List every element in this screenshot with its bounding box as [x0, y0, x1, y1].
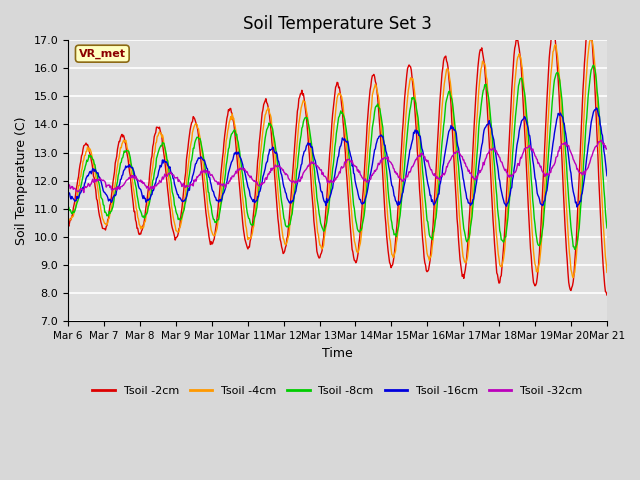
Tsoil -16cm [403, 167, 411, 172]
Tsoil -16cm [74, 195, 82, 201]
Tsoil -16cm [573, 204, 580, 210]
Tsoil -8cm [589, 62, 597, 68]
Tsoil -32cm [64, 180, 72, 186]
Tsoil -2cm [129, 201, 137, 207]
Tsoil -8cm [64, 203, 72, 209]
Tsoil -2cm [74, 177, 82, 183]
Tsoil -16cm [64, 190, 72, 195]
Line: Tsoil -2cm: Tsoil -2cm [68, 23, 607, 295]
Title: Soil Temperature Set 3: Soil Temperature Set 3 [243, 15, 432, 33]
X-axis label: Time: Time [322, 347, 353, 360]
Tsoil -2cm [584, 20, 592, 26]
Tsoil -8cm [403, 136, 411, 142]
Line: Tsoil -4cm: Tsoil -4cm [68, 39, 607, 277]
Tsoil -16cm [129, 167, 137, 172]
Tsoil -8cm [212, 220, 220, 226]
Tsoil -16cm [212, 198, 220, 204]
Tsoil -32cm [404, 174, 412, 180]
Tsoil -8cm [571, 247, 579, 252]
Tsoil -2cm [419, 236, 426, 241]
Tsoil -4cm [64, 216, 72, 221]
Line: Tsoil -32cm: Tsoil -32cm [68, 140, 607, 192]
Tsoil -4cm [419, 199, 426, 205]
Tsoil -32cm [213, 180, 221, 185]
Legend: Tsoil -2cm, Tsoil -4cm, Tsoil -8cm, Tsoil -16cm, Tsoil -32cm: Tsoil -2cm, Tsoil -4cm, Tsoil -8cm, Tsoi… [88, 381, 587, 400]
Tsoil -32cm [419, 153, 427, 158]
Line: Tsoil -16cm: Tsoil -16cm [68, 108, 607, 207]
Tsoil -8cm [603, 225, 611, 231]
Tsoil -16cm [593, 105, 600, 111]
Tsoil -4cm [184, 166, 192, 171]
Tsoil -2cm [403, 72, 411, 78]
Tsoil -4cm [588, 36, 595, 42]
Tsoil -4cm [570, 275, 577, 280]
Line: Tsoil -8cm: Tsoil -8cm [68, 65, 607, 250]
Tsoil -8cm [419, 168, 426, 174]
Tsoil -16cm [603, 173, 611, 179]
Tsoil -2cm [184, 145, 192, 151]
Text: VR_met: VR_met [79, 48, 126, 59]
Tsoil -8cm [74, 198, 82, 204]
Tsoil -4cm [129, 185, 137, 191]
Y-axis label: Soil Temperature (C): Soil Temperature (C) [15, 117, 28, 245]
Tsoil -2cm [603, 292, 611, 298]
Tsoil -32cm [597, 137, 605, 143]
Tsoil -16cm [184, 188, 192, 193]
Tsoil -32cm [603, 146, 611, 152]
Tsoil -4cm [74, 189, 82, 194]
Tsoil -8cm [129, 170, 137, 176]
Tsoil -32cm [80, 190, 88, 195]
Tsoil -4cm [403, 103, 411, 109]
Tsoil -2cm [64, 222, 72, 228]
Tsoil -4cm [212, 228, 220, 233]
Tsoil -32cm [130, 175, 138, 181]
Tsoil -4cm [603, 270, 611, 276]
Tsoil -32cm [74, 188, 82, 194]
Tsoil -8cm [184, 182, 192, 188]
Tsoil -32cm [185, 184, 193, 190]
Tsoil -2cm [212, 221, 220, 227]
Tsoil -16cm [419, 147, 426, 153]
